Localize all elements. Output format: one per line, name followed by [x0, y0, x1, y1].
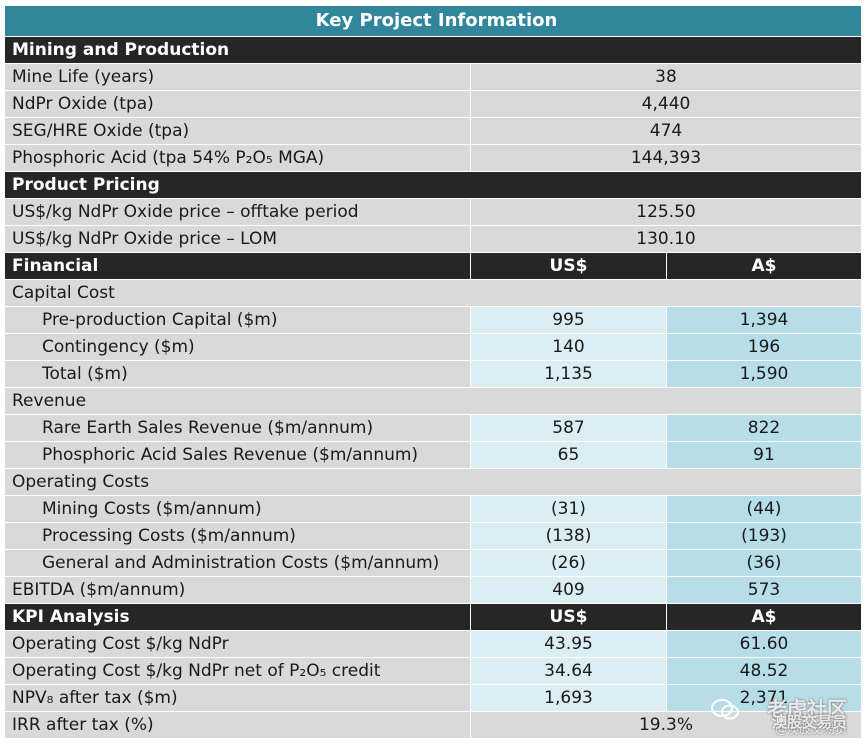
row-label: Mine Life (years) — [5, 64, 470, 90]
section-header-financial: Financial US$ A$ — [5, 253, 861, 280]
key-project-table: Key Project Information Mining and Produ… — [5, 6, 861, 739]
row-label: EBITDA ($m/annum) — [5, 577, 470, 603]
table-row: Phosphoric Acid Sales Revenue ($m/annum)… — [5, 442, 861, 469]
section-title: KPI Analysis — [5, 604, 470, 630]
table-title: Key Project Information — [5, 6, 861, 36]
section-title: Financial — [5, 253, 470, 279]
group-header-revenue: Revenue — [5, 388, 861, 415]
row-value: 4,440 — [471, 91, 861, 117]
aud-value: 822 — [667, 415, 861, 441]
row-label: Phosphoric Acid Sales Revenue ($m/annum) — [5, 442, 470, 468]
aud-value: 573 — [667, 577, 861, 603]
ebitda-row: EBITDA ($m/annum) 409 573 — [5, 577, 861, 604]
table-row: Processing Costs ($m/annum) (138) (193) — [5, 523, 861, 550]
table-row: General and Administration Costs ($m/ann… — [5, 550, 861, 577]
section-header-kpi: KPI Analysis US$ A$ — [5, 604, 861, 631]
row-label: NPV₈ after tax ($m) — [5, 685, 470, 711]
row-label: Processing Costs ($m/annum) — [5, 523, 470, 549]
section-title: Mining and Production — [5, 37, 861, 63]
row-value: 130.10 — [471, 226, 861, 252]
table-row: Contingency ($m) 140 196 — [5, 334, 861, 361]
usd-value: 140 — [471, 334, 666, 360]
row-label: Pre-production Capital ($m) — [5, 307, 470, 333]
usd-value: 1,693 — [471, 685, 666, 711]
aud-value: 2,371 — [667, 685, 861, 711]
aud-value: 91 — [667, 442, 861, 468]
table-row: Total ($m) 1,135 1,590 — [5, 361, 861, 388]
group-label: Capital Cost — [5, 280, 861, 306]
aud-value: 48.52 — [667, 658, 861, 684]
table-row: SEG/HRE Oxide (tpa) 474 — [5, 118, 861, 145]
aud-value: 61.60 — [667, 631, 861, 657]
row-value: 125.50 — [471, 199, 861, 225]
column-header-usd: US$ — [471, 253, 666, 279]
usd-value: 587 — [471, 415, 666, 441]
row-label: Total ($m) — [5, 361, 470, 387]
table-row: Pre-production Capital ($m) 995 1,394 — [5, 307, 861, 334]
row-label: Rare Earth Sales Revenue ($m/annum) — [5, 415, 470, 441]
usd-value: (26) — [471, 550, 666, 576]
usd-value: 34.64 — [471, 658, 666, 684]
group-header-capital: Capital Cost — [5, 280, 861, 307]
row-label: US$/kg NdPr Oxide price – LOM — [5, 226, 470, 252]
row-label: Operating Cost $/kg NdPr net of P₂O₅ cre… — [5, 658, 470, 684]
column-header-usd: US$ — [471, 604, 666, 630]
table-row: Rare Earth Sales Revenue ($m/annum) 587 … — [5, 415, 861, 442]
row-label: IRR after tax (%) — [5, 712, 470, 738]
row-label: US$/kg NdPr Oxide price – offtake period — [5, 199, 470, 225]
table-row: US$/kg NdPr Oxide price – offtake period… — [5, 199, 861, 226]
column-header-aud: A$ — [667, 604, 861, 630]
table-row: Operating Cost $/kg NdPr net of P₂O₅ cre… — [5, 658, 861, 685]
watermark: 老虎社区 @澳股交易员 澳股交易员 — [711, 693, 851, 737]
row-value: 474 — [471, 118, 861, 144]
aud-value: (193) — [667, 523, 861, 549]
row-label: Contingency ($m) — [5, 334, 470, 360]
row-label: Operating Cost $/kg NdPr — [5, 631, 470, 657]
usd-value: (31) — [471, 496, 666, 522]
usd-value: 65 — [471, 442, 666, 468]
table-row: NPV₈ after tax ($m) 1,693 2,371 — [5, 685, 861, 712]
section-title: Product Pricing — [5, 172, 861, 198]
watermark-line1: 老虎社区 — [767, 697, 847, 721]
row-label: Mining Costs ($m/annum) — [5, 496, 470, 522]
table-row: Phosphoric Acid (tpa 54% P₂O₅ MGA) 144,3… — [5, 145, 861, 172]
aud-value: 1,394 — [667, 307, 861, 333]
row-value: 19.3% — [471, 712, 861, 738]
aud-value: 1,590 — [667, 361, 861, 387]
table-title-row: Key Project Information — [5, 6, 861, 37]
table-row: US$/kg NdPr Oxide price – LOM 130.10 — [5, 226, 861, 253]
usd-value: 409 — [471, 577, 666, 603]
aud-value: 196 — [667, 334, 861, 360]
irr-row: IRR after tax (%) 19.3% — [5, 712, 861, 739]
table-row: Mine Life (years) 38 — [5, 64, 861, 91]
group-header-operating: Operating Costs — [5, 469, 861, 496]
row-label: Phosphoric Acid (tpa 54% P₂O₅ MGA) — [5, 145, 470, 171]
aud-value: (36) — [667, 550, 861, 576]
watermark-line2: 澳股交易员 — [771, 713, 847, 731]
group-label: Operating Costs — [5, 469, 861, 495]
chat-bubble-icon — [711, 699, 739, 720]
column-header-aud: A$ — [667, 253, 861, 279]
row-label: General and Administration Costs ($m/ann… — [5, 550, 470, 576]
usd-value: 43.95 — [471, 631, 666, 657]
table-row: Mining Costs ($m/annum) (31) (44) — [5, 496, 861, 523]
table-row: NdPr Oxide (tpa) 4,440 — [5, 91, 861, 118]
row-label: NdPr Oxide (tpa) — [5, 91, 470, 117]
aud-value: (44) — [667, 496, 861, 522]
section-header-pricing: Product Pricing — [5, 172, 861, 199]
row-value: 144,393 — [471, 145, 861, 171]
usd-value: (138) — [471, 523, 666, 549]
usd-value: 1,135 — [471, 361, 666, 387]
row-label: SEG/HRE Oxide (tpa) — [5, 118, 470, 144]
table-row: Operating Cost $/kg NdPr 43.95 61.60 — [5, 631, 861, 658]
group-label: Revenue — [5, 388, 861, 414]
usd-value: 995 — [471, 307, 666, 333]
row-value: 38 — [471, 64, 861, 90]
section-header-mining: Mining and Production — [5, 37, 861, 64]
watermark-line3: @澳股交易员 — [774, 722, 847, 736]
